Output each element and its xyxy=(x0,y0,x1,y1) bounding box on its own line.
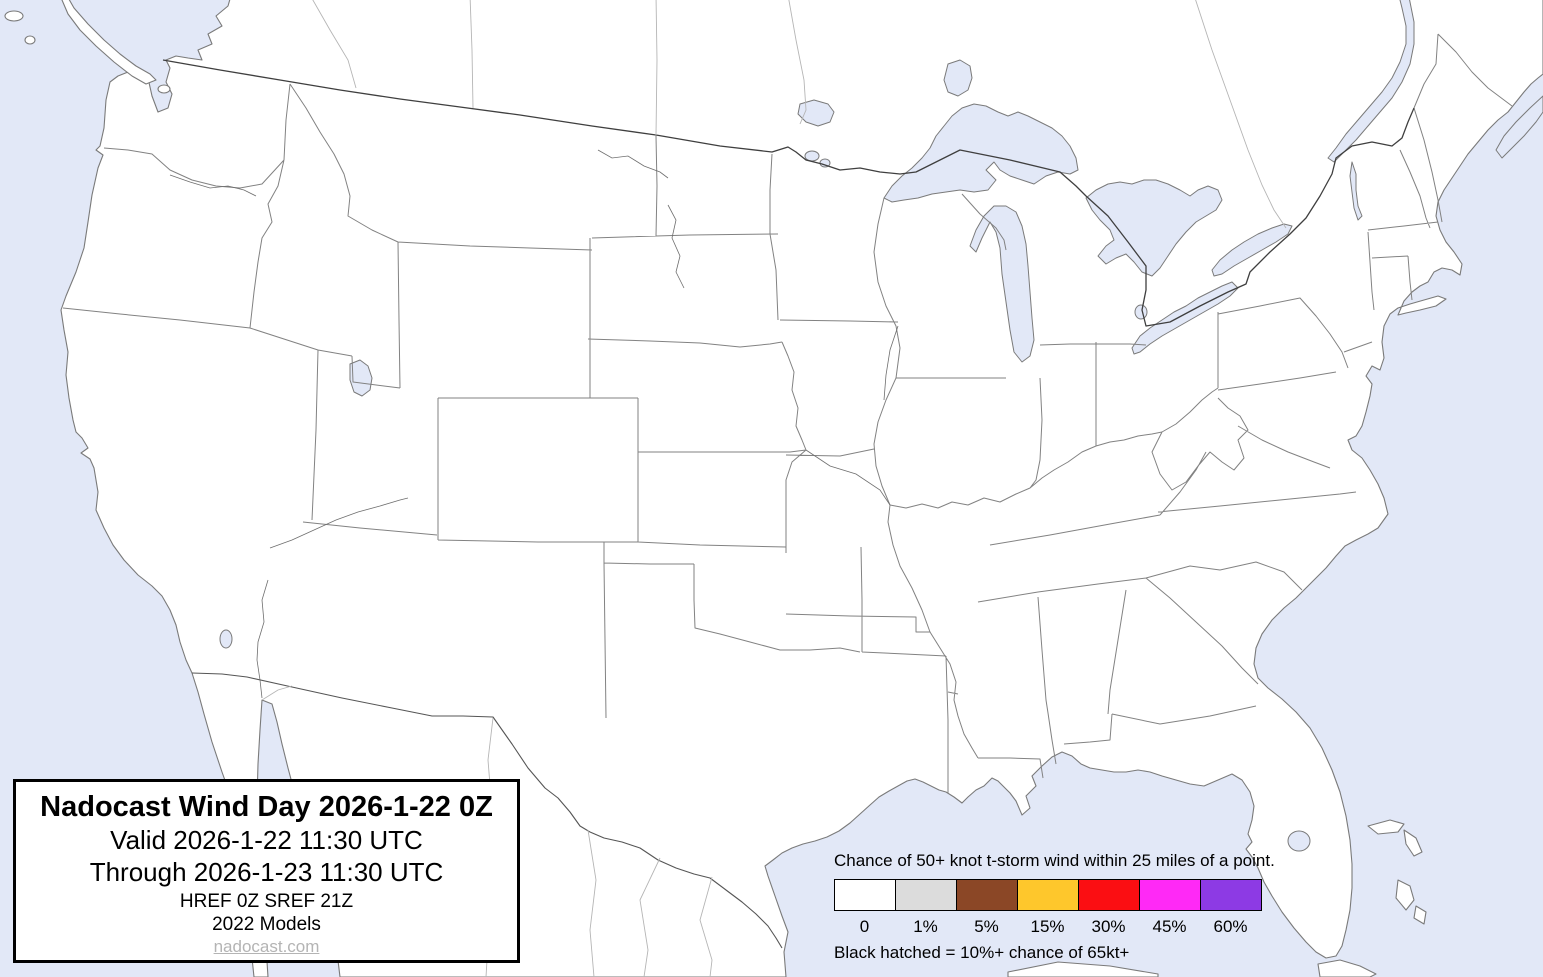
bahamas-island xyxy=(1413,905,1427,925)
small-lake xyxy=(804,150,820,162)
coastal-island xyxy=(4,10,24,22)
lake-huron xyxy=(1085,179,1223,277)
legend-swatch xyxy=(1017,879,1079,911)
valid-time: Valid 2026-1-22 11:30 UTC xyxy=(110,825,423,855)
lake-nipigon xyxy=(943,59,973,97)
lake-superior xyxy=(883,103,1079,203)
legend-swatch xyxy=(1139,879,1201,911)
through-time: Through 2026-1-23 11:30 UTC xyxy=(89,857,444,887)
rivers xyxy=(169,149,899,699)
legend-swatch xyxy=(1200,879,1262,911)
legend-swatch-row xyxy=(834,879,1274,911)
salton-sea xyxy=(219,629,233,649)
legend-swatch xyxy=(834,879,896,911)
mexico-border xyxy=(191,672,783,949)
legend-swatch-label: 30% xyxy=(1091,917,1126,936)
legend-swatch xyxy=(956,879,1018,911)
legend-swatch-label: 1% xyxy=(913,917,938,936)
lake-michigan xyxy=(969,205,1035,363)
lake-st-clair xyxy=(1134,304,1148,320)
lakes xyxy=(219,0,1543,852)
bahamas-island xyxy=(1367,819,1405,835)
probability-legend: Chance of 50+ knot t-storm wind within 2… xyxy=(834,851,1275,963)
legend-swatch-label: 5% xyxy=(974,917,999,936)
cuba-sliver xyxy=(1007,961,1159,977)
canada-border xyxy=(162,59,1415,327)
legend-label-row: 0 1% 5% 15% 30% 45% 60% xyxy=(834,917,1274,937)
coastal-island xyxy=(157,84,171,94)
lake-ontario xyxy=(1211,223,1293,277)
bahama-bank xyxy=(1317,959,1377,977)
state-borders xyxy=(62,33,1513,793)
title-box: Nadocast Wind Day 2026-1-22 0Z Valid 202… xyxy=(13,779,520,963)
bay-of-fundy xyxy=(1495,95,1543,159)
legend-swatch xyxy=(895,879,957,911)
legend-heading: Chance of 50+ knot t-storm wind within 2… xyxy=(834,851,1275,870)
coastal-island xyxy=(24,35,36,45)
model-source-line: HREF 0Z SREF 21Z xyxy=(179,891,354,912)
legend-swatch xyxy=(1078,879,1140,911)
page-title: Nadocast Wind Day 2026-1-22 0Z xyxy=(40,791,493,823)
lake-champlain xyxy=(1349,161,1363,221)
lake-okeechobee xyxy=(1287,830,1311,852)
great-salt-lake xyxy=(349,359,373,397)
nadocast-website-link[interactable]: nadocast.com xyxy=(213,937,320,956)
bahamas-island xyxy=(1395,879,1415,911)
provincial-borders xyxy=(312,0,1287,229)
bahamas-island xyxy=(1403,829,1423,857)
legend-swatch-label: 60% xyxy=(1213,917,1248,936)
model-year-line: 2022 Models xyxy=(212,914,321,935)
legend-swatch-label: 0 xyxy=(859,917,870,936)
lake-of-the-woods xyxy=(797,99,835,127)
vancouver-island xyxy=(61,0,157,85)
legend-swatch-label: 15% xyxy=(1030,917,1065,936)
legend-swatch-label: 45% xyxy=(1152,917,1187,936)
legend-hatched-note: Black hatched = 10%+ chance of 65kt+ xyxy=(834,943,1130,962)
st-lawrence-river xyxy=(1327,0,1415,163)
